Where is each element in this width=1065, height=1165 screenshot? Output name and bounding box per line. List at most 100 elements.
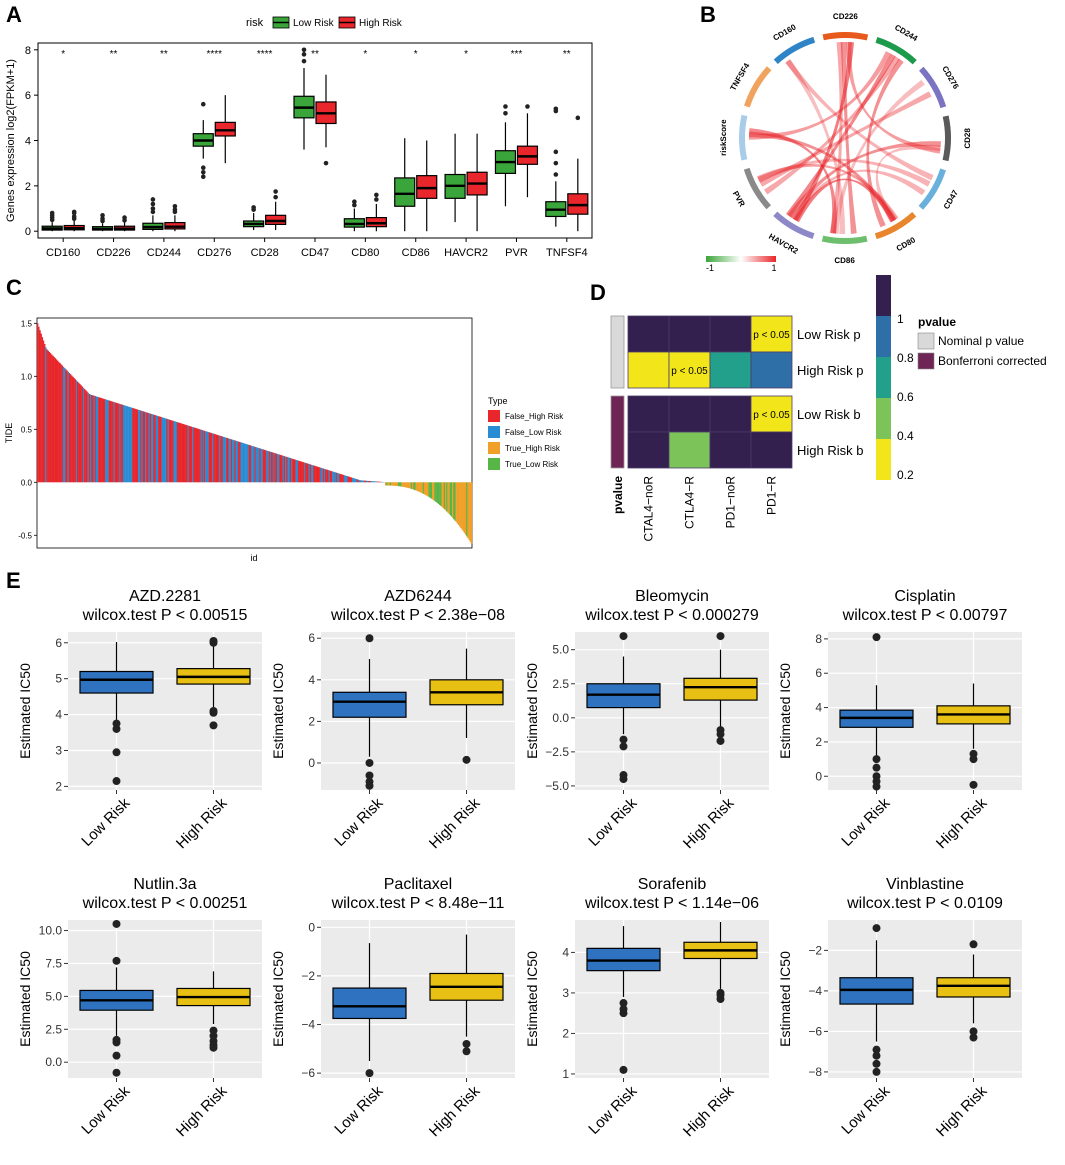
tide-bar <box>47 350 49 483</box>
tide-bar <box>196 428 199 483</box>
sector-arc-CD226 <box>822 32 869 41</box>
tide-bar <box>281 455 283 483</box>
sector-arc-PVR <box>743 167 771 210</box>
tide-bar <box>409 482 412 489</box>
drug-box-high-outlier <box>209 721 218 730</box>
tide-bar <box>307 463 309 483</box>
tide-bar <box>102 398 105 483</box>
sector-arc-HAVCR2 <box>773 211 815 239</box>
heat-col-label: PD1−noR <box>724 476 738 529</box>
y-tick-label: −2 <box>301 969 315 983</box>
heat-cell <box>750 315 793 353</box>
tide-bar <box>286 456 288 483</box>
tide-bar <box>95 396 98 483</box>
tide-bar <box>38 326 40 483</box>
tide-bar <box>61 365 64 483</box>
tide-bar <box>126 406 128 483</box>
box-CD244-low-outlier <box>150 201 156 207</box>
tide-bar <box>269 451 272 483</box>
panel-c-chart: -0.5 0.0 0.5 1.0 1.5 TIDE id Type False_High Ris… <box>4 317 564 563</box>
tide-bar <box>192 427 194 483</box>
box-CD276-low-outlier <box>200 169 206 175</box>
y-axis-label: Estimated IC50 <box>777 663 793 759</box>
y-tick-label: 5 <box>55 672 62 686</box>
y-axis-label: Estimated IC50 <box>777 951 793 1047</box>
x-tick-label: High Risk <box>173 1082 231 1140</box>
plot-background <box>68 632 262 790</box>
tide-bar <box>171 420 173 483</box>
heat-cell <box>709 395 752 433</box>
tide-bar <box>214 434 216 483</box>
panel-b-chord: CD160 CD226 CD244 CD276 CD28 CD47 CD80 CD86 HAVC… <box>706 12 972 273</box>
tide-bar <box>39 330 41 483</box>
tide-bar <box>209 432 212 483</box>
legend-swatch <box>488 410 500 422</box>
tide-bar <box>459 482 461 527</box>
x-tick-label: High Risk <box>426 1082 484 1140</box>
y-tick-label: 3 <box>562 986 569 1000</box>
y-tick-label: 2.5 <box>552 677 569 691</box>
tide-bar <box>92 395 94 483</box>
drug-box-high-box <box>683 677 758 701</box>
tide-bar <box>334 472 336 483</box>
tide-bar <box>365 480 367 483</box>
plot-subtitle: wilcox.test P < 2.38e−08 <box>330 607 505 624</box>
tide-bar <box>450 482 453 517</box>
heat-cell <box>668 315 711 353</box>
tide-bar <box>66 370 68 483</box>
sector-arc-CD80 <box>874 212 917 240</box>
tide-bar <box>305 462 307 483</box>
tide-bar <box>276 453 279 483</box>
tide-bar <box>94 396 96 483</box>
tide-bar <box>285 456 287 483</box>
tide-bar <box>320 467 322 483</box>
tide-bar <box>449 482 452 516</box>
chord-link <box>830 42 843 234</box>
tide-bar <box>220 436 222 483</box>
tide-bar <box>60 364 62 483</box>
tide-bar <box>447 482 449 513</box>
tide-bar <box>253 446 255 483</box>
tide-bar <box>279 454 281 483</box>
legend-swatch <box>488 442 500 454</box>
y-tick-label: 2.5 <box>45 1022 62 1036</box>
tide-bar <box>327 470 329 483</box>
tide-bar <box>162 417 165 483</box>
box-TNFSF4-low-outlier <box>553 149 559 155</box>
tide-bar <box>401 482 403 487</box>
tide-bar <box>49 353 52 483</box>
tide-bar <box>74 379 76 483</box>
tide-bar <box>112 401 114 483</box>
tide-bar <box>402 482 405 487</box>
tide-bar <box>64 368 66 483</box>
x-tick-label: HAVCR2 <box>444 247 488 259</box>
tide-bar <box>317 467 320 483</box>
tide-bar <box>247 444 249 483</box>
y-tick-label: 0.0 <box>45 1055 62 1069</box>
x-tick-label: TNFSF4 <box>546 247 588 259</box>
tide-bar <box>225 437 227 483</box>
tide-bar <box>460 482 462 529</box>
drug-box-low-outlier <box>112 1068 121 1077</box>
tide-bar <box>367 480 369 483</box>
sector-arc-TNFSF4 <box>744 66 772 108</box>
drug-box-low-outlier <box>365 781 374 790</box>
tide-bar <box>386 482 388 486</box>
tide-bar <box>154 415 156 483</box>
tide-bar <box>246 444 248 483</box>
y-tick-label: 4 <box>562 945 569 959</box>
y-tick-label: 4 <box>55 708 62 722</box>
y-tick-label: 6 <box>25 90 31 102</box>
tide-bar <box>462 482 464 532</box>
y-tick-label: 1.0 <box>21 372 33 381</box>
y-tick-label: −6 <box>808 1024 822 1038</box>
tide-bar <box>266 450 268 483</box>
drug-box-low-outlier <box>365 634 374 643</box>
tide-bar <box>145 412 147 483</box>
tide-bar <box>85 390 87 483</box>
tide-bar <box>392 482 394 486</box>
tide-bar <box>463 482 466 534</box>
tide-bar <box>407 482 409 488</box>
y-tick-label: 4 <box>815 701 822 715</box>
tide-bar <box>275 453 278 483</box>
